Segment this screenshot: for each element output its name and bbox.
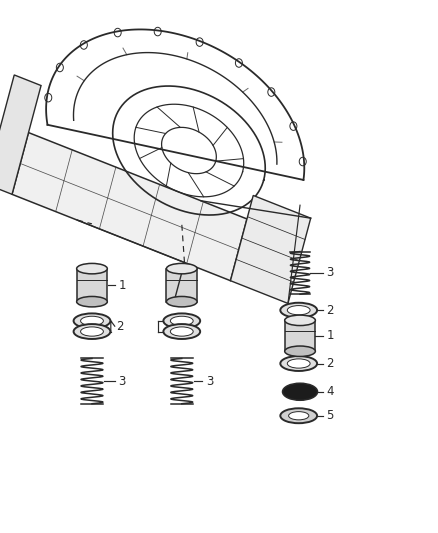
Ellipse shape bbox=[163, 324, 200, 339]
Ellipse shape bbox=[280, 408, 317, 423]
Ellipse shape bbox=[74, 313, 110, 328]
Ellipse shape bbox=[289, 411, 309, 420]
FancyBboxPatch shape bbox=[77, 269, 107, 302]
Ellipse shape bbox=[77, 263, 107, 274]
Polygon shape bbox=[12, 133, 247, 281]
Ellipse shape bbox=[287, 305, 310, 315]
Ellipse shape bbox=[287, 359, 310, 368]
Ellipse shape bbox=[280, 356, 317, 371]
Ellipse shape bbox=[166, 263, 197, 274]
Ellipse shape bbox=[77, 296, 107, 307]
Text: 3: 3 bbox=[206, 375, 213, 387]
Ellipse shape bbox=[81, 316, 103, 326]
Text: 5: 5 bbox=[326, 409, 334, 422]
Text: 4: 4 bbox=[326, 385, 334, 398]
Polygon shape bbox=[230, 196, 311, 303]
Text: 2: 2 bbox=[326, 357, 334, 370]
Ellipse shape bbox=[74, 324, 110, 339]
Text: 2: 2 bbox=[326, 304, 334, 317]
Text: 3: 3 bbox=[326, 266, 334, 279]
Ellipse shape bbox=[285, 315, 315, 326]
Ellipse shape bbox=[170, 327, 193, 336]
Text: 2: 2 bbox=[116, 320, 124, 333]
Polygon shape bbox=[0, 75, 41, 195]
Ellipse shape bbox=[283, 383, 318, 400]
Text: 1: 1 bbox=[118, 279, 126, 292]
Ellipse shape bbox=[163, 313, 200, 328]
Ellipse shape bbox=[285, 346, 315, 357]
Text: 1: 1 bbox=[326, 329, 334, 342]
Ellipse shape bbox=[170, 316, 193, 326]
Text: 3: 3 bbox=[118, 375, 126, 387]
Ellipse shape bbox=[81, 327, 103, 336]
FancyBboxPatch shape bbox=[285, 320, 315, 351]
Ellipse shape bbox=[280, 303, 317, 318]
FancyBboxPatch shape bbox=[166, 269, 197, 302]
Ellipse shape bbox=[166, 296, 197, 307]
